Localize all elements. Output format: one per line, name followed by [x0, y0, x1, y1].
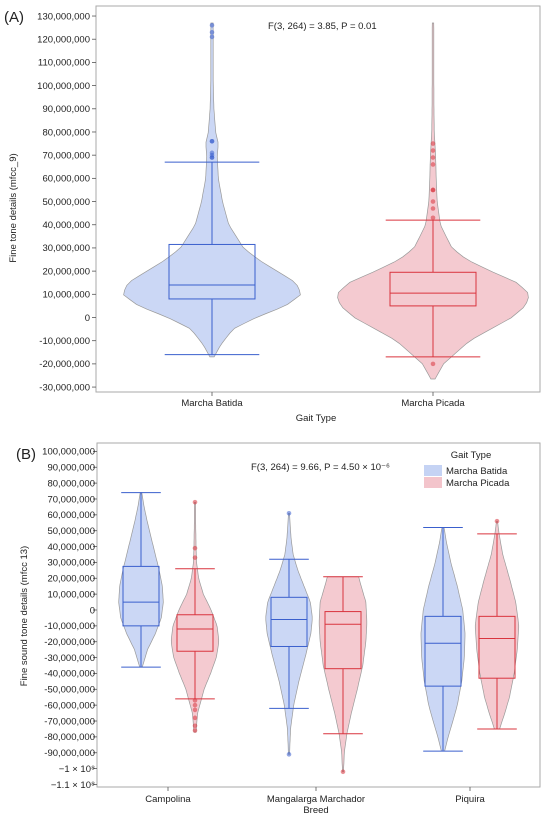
- panel-a-ytick-label: 130,000,000: [37, 11, 90, 22]
- panel-a-ytick-label: -30,000,000: [39, 382, 90, 393]
- panel-a-xlabel: Gait Type: [296, 413, 337, 424]
- panel-a-xtick-label: Marcha Batida: [181, 398, 243, 409]
- panel-b-picada-outlier: [192, 555, 198, 560]
- panel-a-ytick-label: 0: [85, 313, 90, 324]
- panel-b-picada-outlier: [192, 702, 198, 708]
- panel-a-batida-outlier: [209, 138, 215, 144]
- panel-a-picada-outlier: [430, 206, 436, 211]
- panel-b-batida-outlier: [286, 752, 292, 757]
- panel-b-ytick-label: -60,000,000: [44, 700, 95, 711]
- panel-a-picada-outlier: [430, 215, 436, 221]
- panel-a-ytick-label: 90,000,000: [42, 104, 90, 115]
- legend-title: Gait Type: [451, 450, 492, 461]
- panel-a-ytick-label: 120,000,000: [37, 35, 90, 46]
- panel-b-ytick-label: 50,000,000: [47, 526, 95, 537]
- panel-b-ytick-label: 70,000,000: [47, 494, 95, 505]
- panel-a-ytick-label: 10,000,000: [42, 290, 90, 301]
- panel-b-picada-outlier: [192, 499, 198, 505]
- panel-a-plot-frame: [95, 5, 541, 393]
- panel-b-ytick-label: -10,000,000: [44, 621, 95, 632]
- panel-a-ytick-label: -10,000,000: [39, 336, 90, 347]
- panel-b-ytick-label: -30,000,000: [44, 653, 95, 664]
- panel-b-picada-outlier: [192, 723, 198, 729]
- panel-b-picada-outlier: [494, 518, 500, 524]
- panel-b-picada-outlier: [340, 769, 346, 775]
- panel-b-xlabel: Breed: [303, 805, 328, 816]
- panel-b-ylabel: Fine sound tone details (mfcc 13): [19, 546, 30, 686]
- panel-b-ytick-label: −1.1 × 10⁸: [51, 780, 95, 791]
- panel-a-picada-outlier: [430, 141, 436, 146]
- panel-a-picada-outlier: [430, 199, 436, 204]
- panel-b-batida-violin: [265, 512, 313, 755]
- panel-b-xlabel-line1: Mangalarga Marchador: [267, 794, 365, 805]
- panel-b-ytick-label: -50,000,000: [44, 685, 95, 696]
- panel-a-ytick-label: 60,000,000: [42, 174, 90, 185]
- panel-b-ytick-label: 80,000,000: [47, 478, 95, 489]
- panel-a-ytick-label: 70,000,000: [42, 150, 90, 161]
- panel-b-ytick-label: -70,000,000: [44, 716, 95, 727]
- panel-a-ytick-label: 80,000,000: [42, 127, 90, 138]
- panel-b-ytick-label: -90,000,000: [44, 748, 95, 759]
- legend-entry-picada: Marcha Picada: [446, 478, 510, 489]
- panel-a-annotation: F(3, 264) = 3.85, P = 0.01: [268, 21, 377, 32]
- panel-b-batida-outlier: [286, 510, 292, 516]
- panel-b-picada-outlier: [192, 715, 198, 721]
- panel-a-ytick-label: -20,000,000: [39, 359, 90, 370]
- legend-entry-batida: Marcha Batida: [446, 466, 508, 477]
- panel-b-ytick-label: 20,000,000: [47, 574, 95, 585]
- panel-b-plot-frame: [96, 442, 541, 788]
- panel-a-picada-box: [389, 271, 477, 307]
- panel-a-batida-outlier: [209, 150, 215, 156]
- panel-b-ytick-label: 40,000,000: [47, 542, 95, 553]
- panel-b-picada-outlier: [192, 707, 198, 713]
- panel-b-ytick-label: -40,000,000: [44, 669, 95, 680]
- panel-a-label: (A): [4, 9, 24, 26]
- panel-a-ytick-label: 100,000,000: [37, 81, 90, 92]
- panel-a-picada-outlier: [430, 361, 436, 367]
- panel-b-ytick-label: 60,000,000: [47, 510, 95, 521]
- panel-a-xtick-label: Marcha Picada: [401, 398, 465, 409]
- panel-b-ytick-label: 0: [90, 605, 95, 616]
- panel-a-ytick-label: 110,000,000: [38, 58, 90, 69]
- panel-a-picada-outlier: [430, 187, 436, 193]
- panel-a-ylabel: Fine tone details (mfcc_9): [8, 153, 19, 262]
- panel-b-picada-box: [478, 615, 516, 679]
- panel-b-ytick-label: -20,000,000: [44, 637, 95, 648]
- panel-a-batida-outlier: [209, 23, 215, 28]
- panel-b-label: (B): [16, 446, 36, 463]
- panel-a-batida-outlier: [209, 29, 215, 35]
- legend-swatch-batida: [424, 465, 442, 476]
- panel-b-xtick-label: Piquira: [455, 794, 485, 805]
- panel-b-xtick-label: Campolina: [145, 794, 191, 805]
- legend-swatch-picada: [424, 477, 442, 488]
- panel-b-ytick-label: 30,000,000: [47, 558, 95, 569]
- panel-a-picada-outlier: [430, 155, 436, 160]
- panel-a-ytick-label: 30,000,000: [42, 243, 90, 254]
- panel-b-ytick-label: 90,000,000: [47, 463, 95, 474]
- panel-b-ytick-label: 100,000,000: [42, 447, 95, 458]
- panel-a-picada-outlier: [430, 148, 436, 153]
- panel-b-picada-box: [176, 614, 214, 652]
- panel-a-picada-outlier: [430, 162, 436, 167]
- panel-b-ytick-label: 10,000,000: [47, 589, 95, 600]
- panel-b-batida-box: [270, 596, 308, 647]
- panel-b-picada-box: [324, 611, 362, 670]
- panel-b-picada-outlier: [192, 728, 198, 733]
- panel-a-ytick-label: 20,000,000: [42, 266, 90, 277]
- panel-a-batida-box: [168, 243, 256, 300]
- panel-b-annotation: F(3, 264) = 9.66, P = 4.50 × 10⁻⁶: [251, 462, 390, 473]
- panel-b-picada-outlier: [192, 545, 198, 551]
- panel-b-batida-box: [424, 615, 462, 687]
- panel-a-ytick-label: 40,000,000: [42, 220, 90, 231]
- panel-b-picada-outlier: [192, 698, 198, 703]
- panel-a-batida-outlier: [209, 34, 215, 40]
- panel-b-ytick-label: -80,000,000: [44, 732, 95, 743]
- panel-b-ytick-label: −1 × 10⁸: [59, 764, 95, 775]
- panel-a-ytick-label: 50,000,000: [42, 197, 90, 208]
- panel-b-batida-box: [122, 565, 160, 627]
